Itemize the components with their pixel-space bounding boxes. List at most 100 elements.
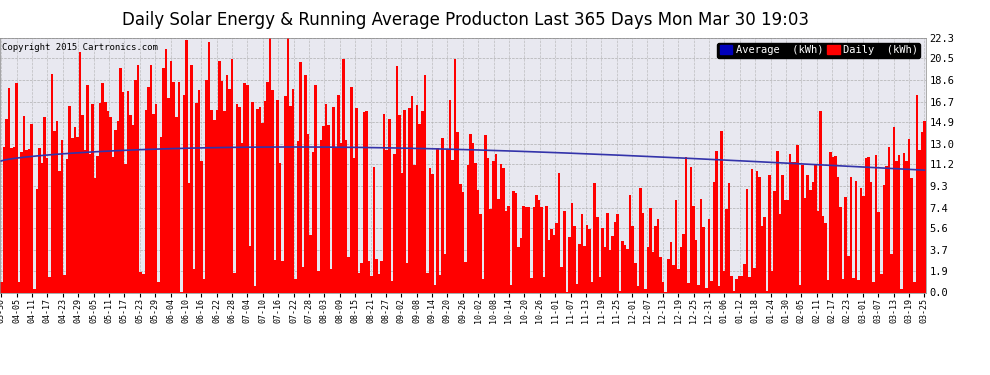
Bar xyxy=(854,182,857,292)
Bar xyxy=(923,121,926,292)
Bar xyxy=(738,276,741,292)
Bar xyxy=(414,165,416,292)
Bar xyxy=(20,152,23,292)
Bar xyxy=(484,135,487,292)
Bar xyxy=(370,276,373,292)
Bar xyxy=(360,263,362,292)
Bar xyxy=(543,277,545,292)
Bar xyxy=(231,60,234,292)
Bar xyxy=(558,173,560,292)
Bar xyxy=(60,140,63,292)
Bar xyxy=(350,87,352,292)
Bar xyxy=(750,169,753,292)
Bar xyxy=(446,149,448,292)
Bar xyxy=(159,138,162,292)
Bar xyxy=(10,147,13,292)
Bar xyxy=(827,280,830,292)
Bar xyxy=(78,52,81,292)
Bar xyxy=(246,85,248,292)
Bar xyxy=(649,208,651,292)
Bar xyxy=(867,158,870,292)
Bar xyxy=(830,152,832,292)
Bar xyxy=(784,200,786,292)
Bar xyxy=(547,240,550,292)
Bar xyxy=(114,130,117,292)
Bar xyxy=(251,102,253,292)
Bar xyxy=(86,85,89,292)
Bar xyxy=(708,219,710,292)
Bar xyxy=(261,123,263,292)
Bar xyxy=(71,138,73,292)
Bar xyxy=(148,87,149,292)
Bar xyxy=(466,165,469,292)
Bar xyxy=(624,245,627,292)
Bar xyxy=(248,246,251,292)
Bar xyxy=(570,203,573,292)
Bar xyxy=(601,228,604,292)
Bar xyxy=(510,285,512,292)
Bar xyxy=(8,88,10,292)
Bar xyxy=(263,101,266,292)
Bar xyxy=(913,282,916,292)
Bar xyxy=(502,168,505,292)
Bar xyxy=(253,286,256,292)
Bar xyxy=(606,213,609,292)
Bar xyxy=(162,68,165,292)
Bar xyxy=(5,119,8,292)
Bar xyxy=(221,81,223,292)
Bar xyxy=(406,264,408,292)
Bar xyxy=(431,174,434,292)
Bar xyxy=(145,110,148,292)
Bar xyxy=(343,59,345,292)
Bar xyxy=(258,106,261,292)
Bar xyxy=(269,38,271,292)
Bar xyxy=(492,161,495,292)
Bar xyxy=(401,173,403,292)
Bar xyxy=(15,83,18,292)
Bar xyxy=(398,115,401,292)
Bar xyxy=(697,285,700,292)
Bar xyxy=(794,162,796,292)
Bar xyxy=(91,104,94,292)
Bar xyxy=(33,289,36,292)
Bar xyxy=(550,229,552,292)
Bar xyxy=(745,189,748,292)
Bar xyxy=(662,282,664,292)
Bar xyxy=(644,289,646,292)
Bar xyxy=(690,166,692,292)
Bar xyxy=(545,206,547,292)
Bar xyxy=(536,195,538,292)
Bar xyxy=(758,177,760,292)
Bar xyxy=(844,197,847,292)
Bar xyxy=(299,62,302,292)
Bar xyxy=(495,154,497,292)
Bar xyxy=(604,247,606,292)
Bar xyxy=(234,273,236,292)
Text: Copyright 2015 Cartronics.com: Copyright 2015 Cartronics.com xyxy=(2,43,157,52)
Bar xyxy=(672,264,674,292)
Bar xyxy=(333,107,335,292)
Bar xyxy=(31,124,33,292)
Bar xyxy=(789,154,791,292)
Bar xyxy=(101,83,104,292)
Bar xyxy=(812,182,814,292)
Bar xyxy=(627,249,629,292)
Bar xyxy=(340,143,343,292)
Bar xyxy=(715,150,718,292)
Bar xyxy=(736,279,738,292)
Bar xyxy=(200,161,203,292)
Bar xyxy=(852,279,854,292)
Bar xyxy=(434,285,437,292)
Bar xyxy=(167,98,170,292)
Bar xyxy=(807,176,809,292)
Bar xyxy=(760,226,763,292)
Bar xyxy=(271,90,274,292)
Bar xyxy=(741,276,743,292)
Bar xyxy=(507,206,510,292)
Bar xyxy=(728,183,731,292)
Bar xyxy=(154,104,157,292)
Bar xyxy=(127,92,130,292)
Bar xyxy=(175,117,177,292)
Bar xyxy=(591,282,593,292)
Bar xyxy=(685,157,687,292)
